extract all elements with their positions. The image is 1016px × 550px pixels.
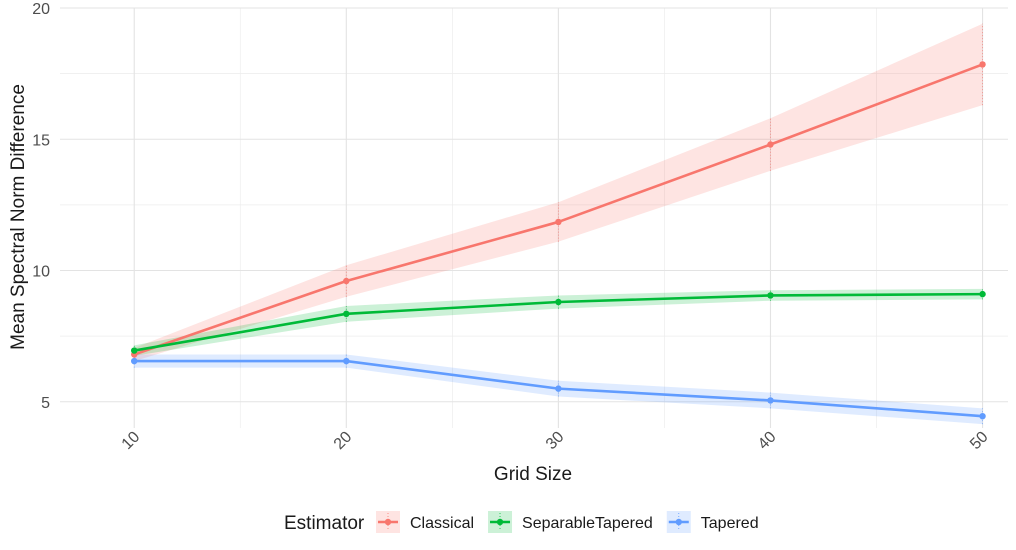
x-tick-label: 20 [331,428,356,453]
separabletapered-point [555,298,562,306]
legend-item-separabletapered: SeparableTapered [488,511,653,533]
separabletapered-point [131,347,138,354]
legend-key-point [496,518,504,526]
separabletapered-point [767,292,774,299]
x-tick-label: 40 [755,428,780,453]
legend-title: Estimator [284,513,365,534]
y-tick-label: 20 [32,1,50,18]
tapered-point [343,357,350,365]
tapered-point [555,385,562,392]
y-tick-label: 10 [32,264,50,281]
y-tick-label: 15 [32,132,50,149]
legend-label-classical: Classical [410,515,474,532]
y-tick-label: 5 [41,395,50,412]
separabletapered-point [343,310,350,318]
x-tick-label: 50 [967,428,992,453]
x-axis-title: Grid Size [494,464,572,485]
classical-point [555,218,562,226]
classical-confidence-band [134,23,983,362]
legend-key-point [675,518,682,526]
separabletapered-point [979,290,986,298]
series-points [131,61,986,420]
legend-item-classical: Classical [376,511,474,533]
x-axis-tick-labels: 10 20 30 40 50 [119,428,992,453]
tapered-point [767,397,774,404]
legend-label-tapered: Tapered [701,515,759,532]
legend-key-point [384,518,392,526]
classical-point [767,141,774,148]
x-tick-label: 10 [119,428,144,453]
legend-item-tapered: Tapered [666,511,759,533]
x-tick-label: 30 [543,428,568,453]
y-axis-title: Mean Spectral Norm Difference [8,84,29,350]
classical-point [979,61,986,68]
y-axis-tick-labels: 5 10 15 20 [32,1,50,412]
legend: Estimator Classical SeparableTapered Taper… [284,511,759,534]
tapered-point [979,412,986,420]
tapered-point [131,357,138,365]
classical-point [343,277,350,285]
legend-label-separabletapered: SeparableTapered [522,515,653,532]
